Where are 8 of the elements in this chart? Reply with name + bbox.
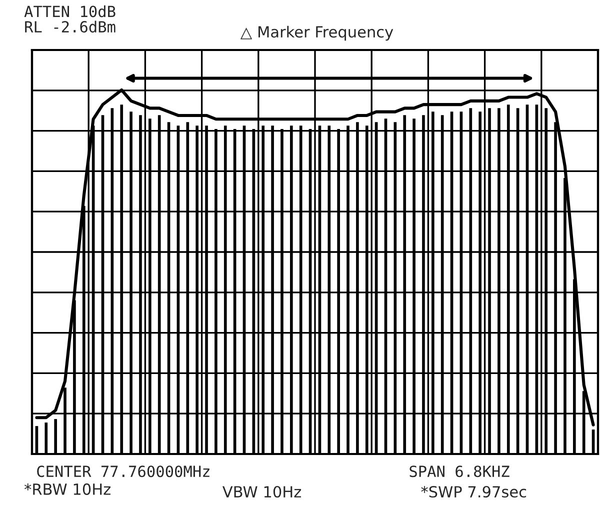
text: RL -2.6dBm — [25, 20, 116, 33]
text: CENTER 77.760000MHz — [37, 466, 210, 478]
text: VBW 10Hz — [222, 486, 301, 498]
text: SPAN 6.8KHZ — [410, 466, 510, 478]
text: *RBW 10Hz — [24, 483, 110, 495]
text: ATTEN 10dB — [24, 5, 116, 18]
text: *SWP 7.97sec — [421, 486, 526, 498]
text: △ Marker Frequency — [240, 26, 394, 41]
